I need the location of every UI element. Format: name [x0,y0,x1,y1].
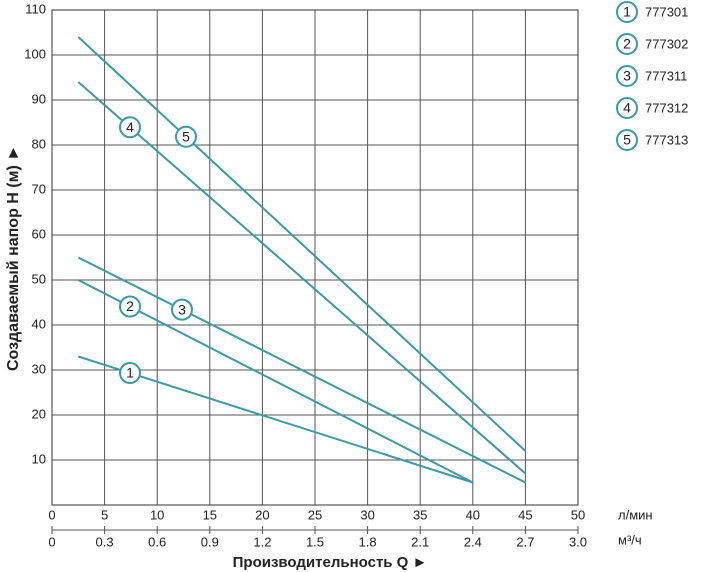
x2-tick-label: 0.6 [148,534,166,549]
legend-marker-label: 2 [623,36,631,52]
legend-marker-label: 5 [623,132,631,148]
y-tick-label: 90 [32,91,46,106]
series-marker [175,125,197,148]
x2-tick-label: 3.0 [569,534,587,549]
series-line [77,81,527,475]
x2-tick-label: 0 [48,534,55,549]
x-tick-label: 20 [255,507,269,522]
y-tick-label: 10 [32,451,46,466]
x2-tick-label: 1.5 [306,534,324,549]
series-marker [171,298,193,321]
x-tick-label: 10 [150,507,164,522]
legend-label: 777302 [645,36,688,51]
legend-marker [616,65,638,87]
legend-marker [616,129,638,151]
x2-unit: м³/ч [618,532,642,547]
legend-marker-label: 1 [623,4,631,20]
y-tick-label: 20 [32,406,46,421]
x-tick-label: 40 [466,507,480,522]
x-unit: л/мин [618,507,653,522]
legend-marker-label: 4 [623,100,631,116]
legend-label: 777313 [645,132,688,147]
series-line [77,355,474,484]
series-marker [119,362,141,385]
legend-marker [616,1,638,23]
y-tick-label: 70 [32,181,46,196]
x-tick-label: 35 [413,507,427,522]
legend-label: 777311 [645,68,687,83]
x2-tick-label: 2.7 [516,534,534,549]
series-marker-label: 4 [126,119,134,135]
x-axis-title: Производительность Q ► [233,554,428,571]
x2-tick-label: 1.8 [359,534,377,549]
y-tick-label: 30 [32,361,46,376]
series-line [77,256,526,484]
legend-marker [616,33,638,55]
series-marker [119,116,141,139]
x-tick-label: 15 [203,507,217,522]
series-marker-label: 1 [126,365,134,381]
y-axis-title: Создаваемый напор Н (м) ► [5,145,22,371]
y-tick-label: 50 [32,271,46,286]
x2-tick-label: 0.3 [96,534,114,549]
series-line [77,279,474,484]
legend-marker-label: 3 [623,68,631,84]
series-marker-label: 5 [182,128,190,144]
x-tick-label: 45 [518,507,532,522]
x-tick-label: 5 [101,507,108,522]
y-tick-label: 100 [24,46,46,61]
series-marker-label: 2 [126,298,134,314]
series-marker [119,295,141,318]
legend-label: 777301 [645,4,688,19]
series-line [77,36,527,452]
y-tick-label: 60 [32,226,46,241]
x-tick-label: 50 [571,507,585,522]
x2-tick-label: 1.2 [253,534,271,549]
x-tick-label: 30 [360,507,374,522]
legend-marker [616,97,638,119]
y-tick-label: 110 [25,1,46,16]
x-tick-label: 0 [48,507,55,522]
legend-label: 777312 [645,100,688,115]
x2-tick-label: 0.9 [201,534,219,549]
series-marker-label: 3 [178,301,186,317]
x2-tick-label: 2.4 [464,534,482,549]
y-tick-label: 80 [32,136,46,151]
x-tick-label: 25 [308,507,322,522]
x2-tick-label: 2.1 [411,534,429,549]
plot-frame [51,9,579,506]
y-tick-label: 40 [32,316,46,331]
